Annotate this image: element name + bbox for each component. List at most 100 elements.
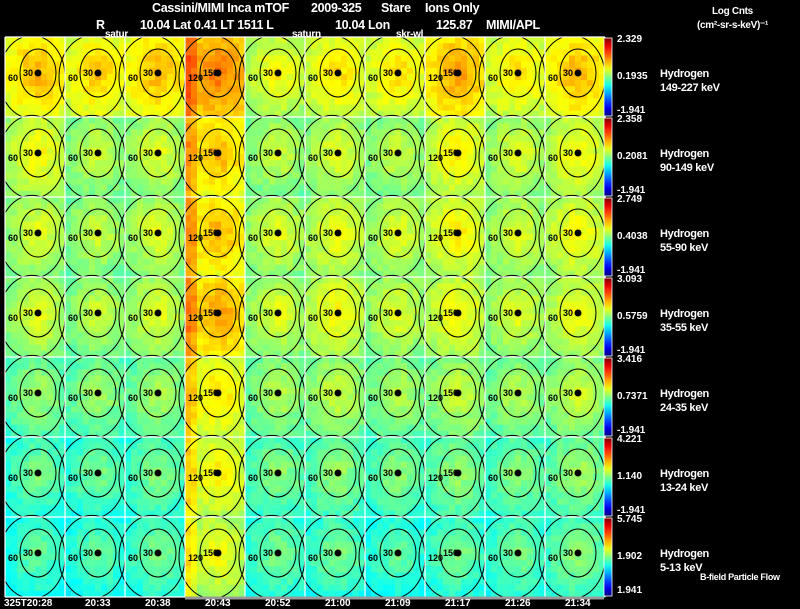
heatmap-cell [29,221,36,229]
heatmap-cell [275,61,282,69]
heatmap-cell [419,277,426,284]
heatmap-cell [137,221,144,229]
heatmap-cell [347,295,354,303]
heatmap-cell [509,86,516,93]
heatmap-cell [311,344,318,352]
heatmap-cell [455,117,462,124]
heatmap-cell [155,166,162,173]
heatmap-cell [281,98,288,106]
heatmap-cell [65,147,72,155]
heatmap-cell [587,123,594,130]
heatmap-cell [281,123,288,130]
heatmap-cell [41,123,48,130]
heatmap-cell [257,92,264,100]
heatmap-cell [215,221,222,229]
heatmap-cell [551,227,558,235]
heatmap-cell [203,332,210,340]
heatmap-cell [227,166,234,173]
heatmap-cell [269,49,276,56]
heatmap-cell [587,252,594,260]
heatmap-cell [443,246,450,253]
heatmap-cell [95,240,102,247]
heatmap-cell [131,203,138,210]
heatmap-cell [365,80,372,87]
heatmap-cell [77,326,84,333]
heatmap-cell [563,215,570,223]
heatmap-cell [281,55,288,63]
heatmap-cell [221,264,228,272]
heatmap-cell [557,98,564,106]
heatmap-cell [443,104,450,112]
heatmap-cell [215,110,222,118]
heatmap-cell [557,55,564,63]
heatmap-cell [263,92,270,100]
heatmap-cell [65,129,72,136]
heatmap-cell [383,283,390,290]
heatmap-cell [71,344,78,352]
heatmap-cell [371,221,378,229]
heatmap-cell [359,110,366,118]
heatmap-cell [431,258,438,266]
heatmap-cell [527,172,534,180]
heatmap-cell [41,295,48,303]
heatmap-cell [407,172,414,180]
heatmap-cell [257,190,264,198]
heatmap-cell [371,320,378,327]
heatmap-cell [5,240,12,247]
heatmap-cell [329,184,336,192]
heatmap-cell [17,203,24,210]
heatmap-cell [41,73,48,81]
heatmap-cell [533,246,540,253]
heatmap-cell [587,190,594,198]
heatmap-cell [497,203,504,210]
heatmap-cell [89,98,96,106]
heatmap-cell [215,172,222,180]
contour-label: 60 [128,313,138,323]
heatmap-cell [485,190,492,198]
heatmap-cell [47,326,54,333]
heatmap-cell [53,98,60,106]
heatmap-cell [59,80,66,87]
heatmap-cell [239,264,246,272]
heatmap-cell [359,178,366,186]
heatmap-cell [227,135,234,143]
heatmap-cell [455,43,462,50]
heatmap-cell [281,240,288,247]
heatmap-cell [425,49,432,56]
heatmap-cell [383,129,390,136]
heatmap-cell [233,184,240,192]
heatmap-cell [587,104,594,112]
heatmap-cell [233,344,240,352]
heatmap-cell [269,289,276,296]
heatmap-cell [65,270,72,278]
heatmap-cell [515,123,522,130]
heatmap-cell [113,135,120,143]
heatmap-cell [581,258,588,266]
heatmap-cell [455,153,462,161]
heatmap-cell [341,80,348,87]
heatmap-cell [533,123,540,130]
heatmap-cell [89,49,96,56]
contour-label: 30 [143,68,153,78]
heatmap-cell [269,80,276,87]
heatmap-cell [53,301,60,309]
heatmap-cell [569,227,576,235]
heatmap-cell [521,43,528,50]
heatmap-cell [209,344,216,352]
heatmap-cell [155,221,162,229]
heatmap-cell [113,338,120,346]
heatmap-cell [389,98,396,106]
heatmap-cell [299,61,306,69]
heatmap-cell [401,215,408,223]
heatmap-cell [209,289,216,296]
heatmap-cell [599,123,606,130]
heatmap-cell [383,147,390,155]
heatmap-cell [77,110,84,118]
heatmap-cell [557,135,564,143]
heatmap-cell [107,67,114,75]
heatmap-cell [107,37,114,44]
heatmap-cell [371,295,378,303]
heatmap-cell [359,344,366,352]
heatmap-cell [347,73,354,81]
heatmap-cell [395,166,402,173]
